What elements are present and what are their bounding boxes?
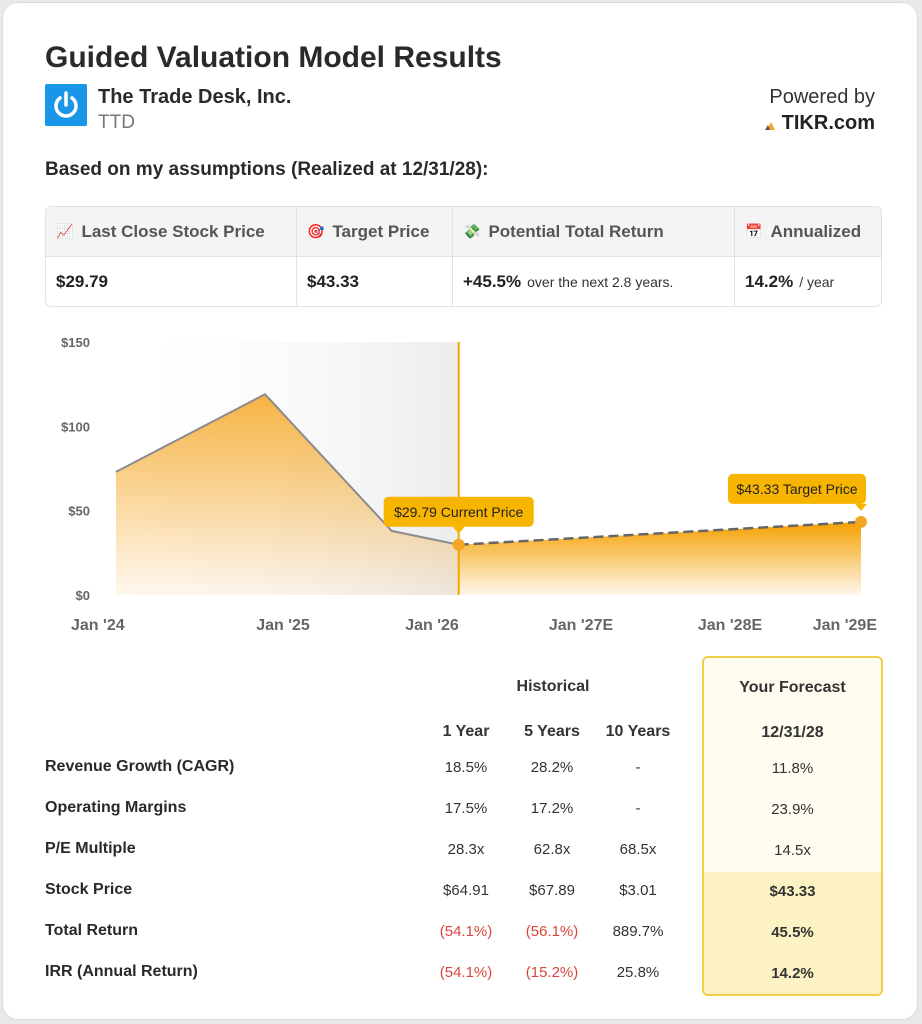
current-price-point xyxy=(452,538,465,551)
x-tick-label: Jan '27E xyxy=(549,617,614,634)
forecast-column-box xyxy=(702,656,883,996)
calendar-icon: 📅 xyxy=(745,223,763,239)
table-cell: $64.91 xyxy=(443,882,489,899)
forecast-cell: 45.5% xyxy=(771,924,814,941)
table-cell: 68.5x xyxy=(619,841,657,858)
summary-col-annualized: 📅 Annualized 14.2% / year xyxy=(735,207,881,306)
target-price-value: $43.33 xyxy=(307,272,359,291)
forecast-cell: 14.5x xyxy=(774,842,811,859)
summary-col-total-return: 💸 Potential Total Return +45.5% over the… xyxy=(453,207,735,306)
summary-col-last-close: 📈 Last Close Stock Price $29.79 xyxy=(46,207,297,306)
table-cell: 25.8% xyxy=(616,964,660,981)
table-cell: $3.01 xyxy=(619,882,657,899)
row-label: Operating Margins xyxy=(45,799,187,816)
target-price-point xyxy=(855,515,867,528)
forecast-title: Your Forecast xyxy=(739,679,846,696)
current-price-callout-pointer xyxy=(452,526,465,534)
historical-title: Historical xyxy=(516,678,590,695)
table-cell: 17.2% xyxy=(530,800,574,817)
historical-area xyxy=(116,394,459,595)
table-cell: (56.1%) xyxy=(525,923,579,940)
y-tick-label: $100 xyxy=(61,419,90,434)
forecast-highlight xyxy=(704,872,881,994)
company-name: The Trade Desk, Inc. xyxy=(98,86,292,108)
target-price-callout-box xyxy=(728,473,866,504)
table-cell: 62.8x xyxy=(533,841,571,858)
y-tick-label: $50 xyxy=(68,504,90,519)
row-label: Total Return xyxy=(45,922,139,939)
current-price-callout-label: $29.79 Current Price xyxy=(394,504,523,520)
table-cell: 28.2% xyxy=(530,759,574,776)
x-tick-label: Jan '28E xyxy=(698,617,763,634)
total-return-suffix: over the next 2.8 years. xyxy=(527,274,674,290)
row-label: IRR (Annual Return) xyxy=(45,963,198,980)
price-chart: $150 $100 $50 $0 Jan '24 Jan '25 Jan '26 Jan '2… xyxy=(61,335,878,634)
row-label: P/E Multiple xyxy=(45,840,136,857)
power-icon xyxy=(54,91,78,118)
summary-col-target: 🎯 Target Price $43.33 xyxy=(297,207,453,306)
annualized-suffix: / year xyxy=(799,274,835,290)
target-price-callout-pointer xyxy=(855,503,867,511)
forecast-cell: $43.33 xyxy=(769,883,816,900)
target-icon: 🎯 xyxy=(307,223,325,239)
summary-label: Annualized xyxy=(770,221,862,241)
forecast-date: 12/31/28 xyxy=(761,724,824,741)
table-cell: $67.89 xyxy=(529,882,575,899)
column-header-10y: 10 Years xyxy=(605,723,671,740)
company-logo xyxy=(45,84,87,126)
column-header-1y: 1 Year xyxy=(442,723,490,740)
y-tick-label: $150 xyxy=(61,335,90,350)
table-cell: (15.2%) xyxy=(525,964,579,981)
summary-label: Target Price xyxy=(332,221,430,241)
ticker-symbol: TTD xyxy=(98,112,135,133)
forecast-line xyxy=(458,520,862,547)
x-tick-label: Jan '29E xyxy=(813,617,878,634)
table-cell: (54.1%) xyxy=(439,923,493,940)
last-close-value: $29.79 xyxy=(56,272,108,291)
row-label: Stock Price xyxy=(45,881,133,898)
summary-label: Potential Total Return xyxy=(488,221,664,241)
current-price-callout-box xyxy=(383,496,534,527)
y-tick-label: $0 xyxy=(76,588,90,603)
chart-up-icon: 📈 xyxy=(56,223,74,239)
x-tick-label: Jan '24 xyxy=(71,617,125,634)
x-tick-label: Jan '25 xyxy=(256,617,310,634)
tikr-logo-icon xyxy=(764,121,775,130)
forecast-area xyxy=(458,521,861,595)
total-return-value: +45.5% xyxy=(463,272,522,291)
table-cell: (54.1%) xyxy=(439,964,493,981)
table-cell: 889.7% xyxy=(612,923,664,940)
forecast-cell: 11.8% xyxy=(771,760,814,777)
table-cell: 18.5% xyxy=(444,759,488,776)
column-header-5y: 5 Years xyxy=(524,723,580,740)
assumptions-subtitle: Based on my assumptions (Realized at 12/… xyxy=(45,159,489,180)
forecast-cell: 14.2% xyxy=(771,965,814,982)
brand-link[interactable]: TIKR.com xyxy=(764,112,875,135)
table-cell: 28.3x xyxy=(447,841,485,858)
page-title: Guided Valuation Model Results xyxy=(45,41,502,74)
table-cell: - xyxy=(635,759,641,776)
table-cell: - xyxy=(635,800,641,817)
x-tick-label: Jan '26 xyxy=(405,617,459,634)
historical-line xyxy=(115,393,459,546)
row-label: Revenue Growth (CAGR) xyxy=(45,758,235,775)
annualized-value: 14.2% xyxy=(745,272,794,291)
forecast-cell: 23.9% xyxy=(771,801,814,818)
summary-table: 📈 Last Close Stock Price $29.79 🎯 Target… xyxy=(45,206,882,307)
summary-label: Last Close Stock Price xyxy=(81,221,265,241)
powered-by-label: Powered by xyxy=(769,86,875,108)
returns-table: Historical Your Forecast 1 Year 5 Years … xyxy=(3,653,922,1003)
money-wings-icon: 💸 xyxy=(463,223,481,239)
target-price-callout-label: $43.33 Target Price xyxy=(736,481,857,497)
brand-name: TIKR.com xyxy=(781,112,875,134)
table-cell: 17.5% xyxy=(444,800,488,817)
